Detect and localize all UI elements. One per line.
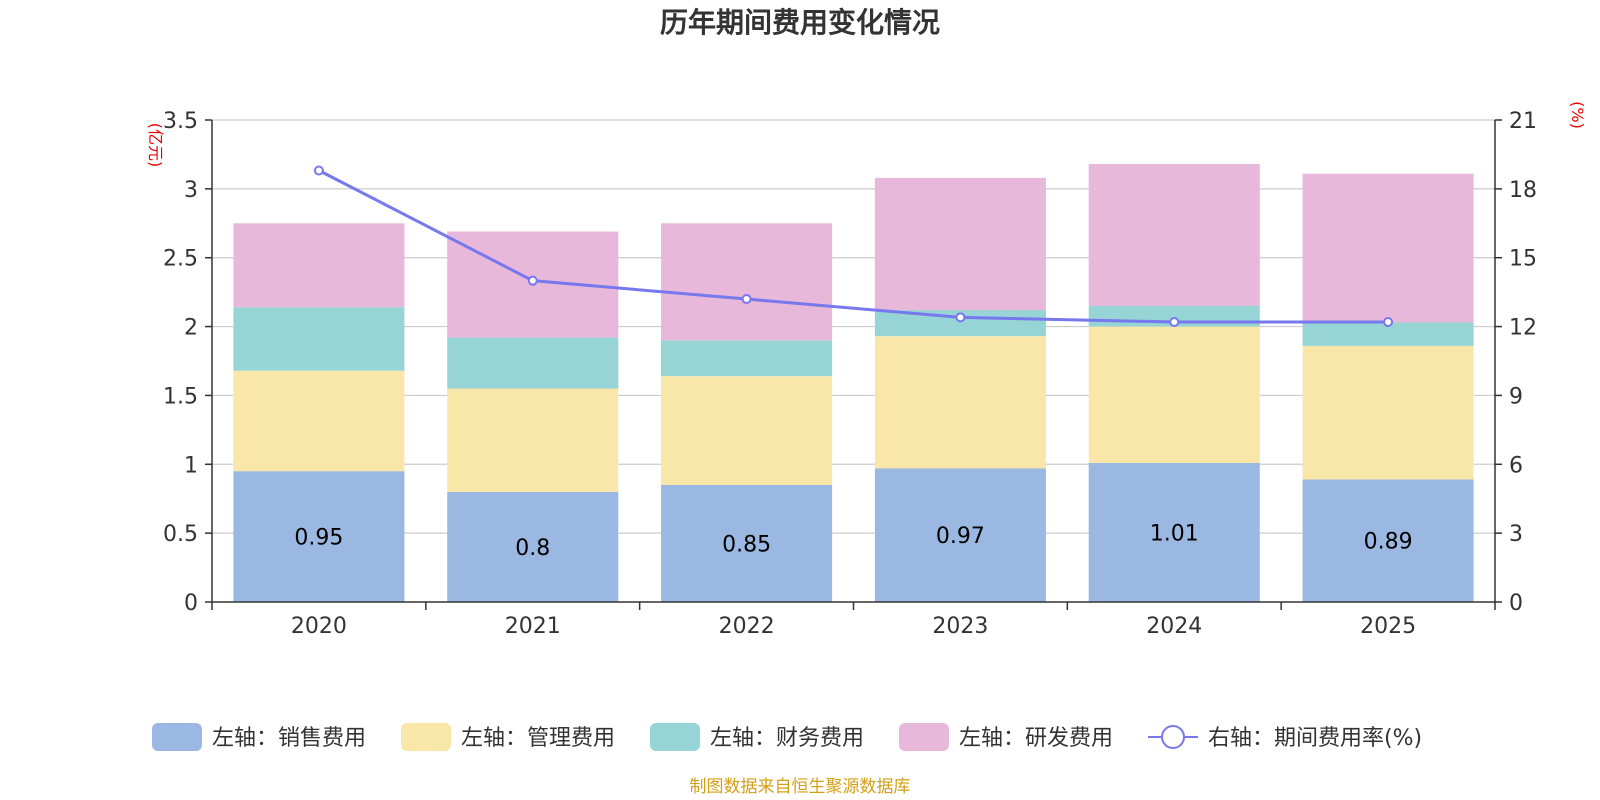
bar-segment [1088,462,1260,602]
bar-segment [233,223,405,308]
rate-line-path [318,169,1389,324]
left-tick-label: 1 [184,453,198,478]
right-tick-label: 21 [1509,109,1537,134]
rate-point [313,165,324,176]
x-tick-label: 2025 [1360,614,1416,639]
bar-value-label: 0.97 [936,524,985,549]
data-labels: 0.95 0.8 0.85 0.97 1.01 0.89 [294,521,1412,560]
legend-label: 右轴：期间费用率(%) [1208,726,1422,751]
bar-segment [447,388,619,492]
bar-value-label: 0.89 [1364,530,1413,555]
x-tick-label: 2022 [719,614,775,639]
right-tick-label: 6 [1509,453,1523,478]
left-tick-label: 2.5 [163,247,198,272]
bar-value-label: 0.95 [294,526,343,551]
right-tick-label: 9 [1509,384,1523,409]
right-tick-label: 3 [1509,522,1523,547]
legend-swatch [650,723,700,751]
right-axis-unit: (%) [1568,101,1587,129]
source-note: 制图数据来自恒生聚源数据库 [690,777,911,797]
left-axis-unit: (亿元) [146,123,165,168]
bar-segment [447,491,619,602]
left-tick-label: 3 [184,178,198,203]
rate-line [313,165,1394,327]
right-tick-label: 18 [1509,178,1537,203]
bar-segment [661,484,833,602]
x-tick-label: 2023 [932,614,988,639]
left-tick-label: 3.5 [163,109,198,134]
left-tick-label: 2 [184,316,198,341]
legend-label: 左轴：管理费用 [461,726,615,751]
legend-label: 左轴：销售费用 [212,726,366,751]
rate-point [955,312,966,323]
bar-segment [447,337,619,389]
rate-point [1383,316,1394,327]
chart-title: 历年期间费用变化情况 [660,6,940,39]
bar-value-label: 0.85 [722,532,771,557]
x-tick-label: 2020 [291,614,347,639]
bar-segment [661,376,833,485]
left-tick-label: 0.5 [163,522,198,547]
bar-segment [1088,326,1260,463]
left-tick-label: 0 [184,591,198,616]
legend-label: 左轴：财务费用 [710,726,864,751]
bar-value-label: 0.8 [515,536,550,561]
x-tick-label: 2021 [505,614,561,639]
bar-segment [1302,345,1474,480]
bar-segment [233,307,405,371]
x-tick-label: 2024 [1146,614,1202,639]
bar-segment [661,340,833,377]
bar-value-label: 1.01 [1150,521,1199,546]
right-tick-label: 15 [1509,247,1537,272]
bar-segment [874,177,1046,311]
legend-marker [1161,725,1185,749]
rate-point [741,294,752,305]
bar-segment [233,370,405,472]
left-tick-label: 1.5 [163,384,198,409]
bar-segment [1302,322,1474,346]
legend-swatch [152,723,202,751]
bars [233,164,1474,602]
bar-segment [874,336,1046,469]
bar-segment [1088,164,1260,306]
bar-segment [1302,173,1474,323]
legend-swatch [899,723,949,751]
bar-segment [1302,479,1474,602]
right-tick-label: 12 [1509,316,1537,341]
axes: 0 0.5 1 1.5 2 2.5 3 3.5 0 3 6 9 12 15 18 21 2020 2021 2022… [163,109,1537,639]
rate-point [1169,316,1180,327]
grid-lines [212,119,1495,534]
legend: 左轴：销售费用 左轴：管理费用 左轴：财务费用 左轴：研发费用 右轴：期间费用率(%) [152,723,1422,751]
bar-segment [233,471,405,602]
right-tick-label: 0 [1509,591,1523,616]
legend-swatch [401,723,451,751]
rate-point [527,275,538,286]
bar-segment [874,468,1046,602]
bar-segment [661,223,833,341]
legend-label: 左轴：研发费用 [959,726,1113,751]
